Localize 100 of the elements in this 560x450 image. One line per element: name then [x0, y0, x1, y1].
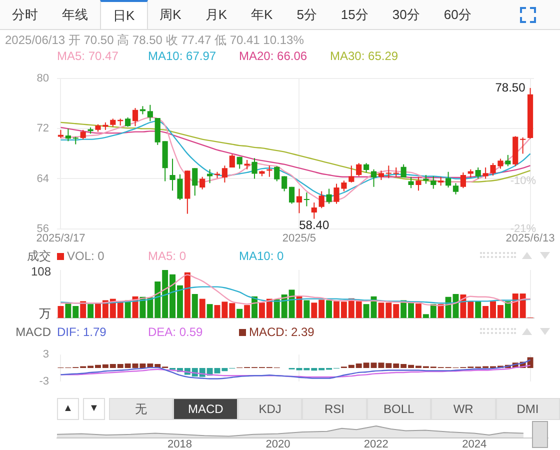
candlestick	[348, 165, 354, 183]
candlestick	[125, 116, 131, 128]
text: RSI	[302, 398, 367, 420]
bar	[304, 300, 310, 318]
x-tick-label: 2024	[462, 438, 487, 450]
bar	[475, 301, 482, 318]
bar	[415, 304, 422, 318]
text: MA10: 0	[239, 248, 285, 264]
text: 30分	[391, 6, 421, 24]
y-tick-label: 64	[36, 172, 49, 185]
candlestick	[311, 202, 317, 220]
series-label: MA5: 0	[148, 248, 188, 264]
candlestick	[445, 171, 452, 188]
chart-subtitle: 2025/06/13 开 70.50 高 78.50 收 77.47 低 70.41 10.13%	[4, 32, 305, 48]
candlestick	[364, 162, 370, 173]
text: 年K	[250, 6, 274, 24]
text: 年线	[61, 6, 89, 24]
bar	[192, 294, 198, 318]
text: 15分	[340, 6, 370, 24]
bar	[206, 304, 213, 318]
text: 日K	[100, 0, 148, 29]
candlestick	[400, 164, 406, 178]
bar	[184, 272, 190, 318]
candlestick	[393, 166, 399, 178]
bar	[58, 306, 64, 318]
text: MA30: 65.29	[330, 48, 400, 64]
x-tick-label: 2025/3/17	[36, 232, 86, 244]
text: 无	[109, 398, 174, 420]
candlestick	[65, 128, 71, 142]
candlestick	[378, 170, 384, 180]
candlestick	[80, 129, 86, 140]
candlestick	[370, 168, 377, 188]
text: MACD	[173, 398, 238, 420]
text: DIF: 1.79	[57, 324, 108, 340]
line-series	[60, 364, 531, 378]
bar	[199, 298, 206, 318]
candlestick	[244, 159, 250, 170]
x-tick-label: 2022	[364, 438, 388, 450]
text: BOLL	[366, 398, 432, 420]
candlestick	[222, 165, 228, 183]
bar	[244, 305, 250, 318]
line-series	[60, 359, 531, 380]
candlestick	[200, 176, 206, 190]
candlestick	[505, 154, 511, 167]
x-tick-label: 2025/5	[282, 232, 316, 244]
candlestick	[408, 176, 414, 189]
chart-title: MACD	[14, 324, 52, 340]
text: MA10: 67.97	[148, 48, 218, 64]
candlestick	[252, 158, 258, 180]
bar	[236, 308, 243, 318]
candlestick	[132, 108, 138, 127]
candlestick	[326, 188, 332, 204]
x-tick-label: 2020	[266, 438, 290, 450]
annotation: 58.40	[299, 218, 330, 232]
candlestick	[288, 186, 295, 204]
text: DMI	[496, 398, 560, 420]
x-tick-label: 2018	[168, 438, 192, 450]
bar	[296, 296, 302, 318]
candlestick	[482, 166, 488, 180]
candlestick	[416, 176, 422, 192]
text: 万	[39, 306, 51, 320]
bar	[88, 304, 94, 318]
text: 5分	[296, 6, 318, 24]
y-tick-label: 56	[36, 222, 49, 235]
text: 分时	[11, 6, 39, 24]
legend-label: MACD: 2.39	[248, 324, 316, 340]
text: WR	[431, 398, 496, 420]
candlestick	[192, 168, 198, 196]
text: MA20: 66.06	[239, 48, 308, 64]
candlestick	[296, 188, 302, 214]
text: 108	[30, 264, 52, 278]
y-tick-label: 72	[36, 122, 49, 135]
x-tick-label: 2025/6/13	[506, 232, 555, 244]
bar	[326, 300, 332, 318]
candlestick	[356, 162, 362, 177]
text: 周K	[158, 6, 182, 24]
candlestick	[274, 166, 280, 182]
bar	[504, 301, 511, 318]
bar	[80, 301, 86, 318]
bar	[438, 304, 444, 318]
text: ▲	[57, 398, 79, 420]
y-tick-label: 80	[36, 72, 49, 85]
candlestick	[460, 172, 466, 189]
text: KDJ	[238, 398, 302, 420]
y-tick-label: -3	[39, 375, 49, 388]
text: ▼	[83, 398, 105, 420]
text: MA5: 70.47	[57, 48, 120, 64]
text: DEA: 0.59	[148, 324, 204, 340]
annotation: 78.50	[495, 80, 526, 94]
candlestick	[147, 104, 153, 122]
candlestick	[430, 176, 436, 190]
candlestick	[475, 166, 481, 180]
candlestick	[206, 168, 213, 184]
candlestick	[318, 190, 324, 209]
candlestick	[229, 154, 235, 168]
candlestick	[520, 136, 526, 154]
text: 60分	[442, 6, 472, 24]
candlestick	[304, 192, 310, 207]
candlestick	[282, 176, 288, 192]
candlestick	[452, 182, 459, 195]
